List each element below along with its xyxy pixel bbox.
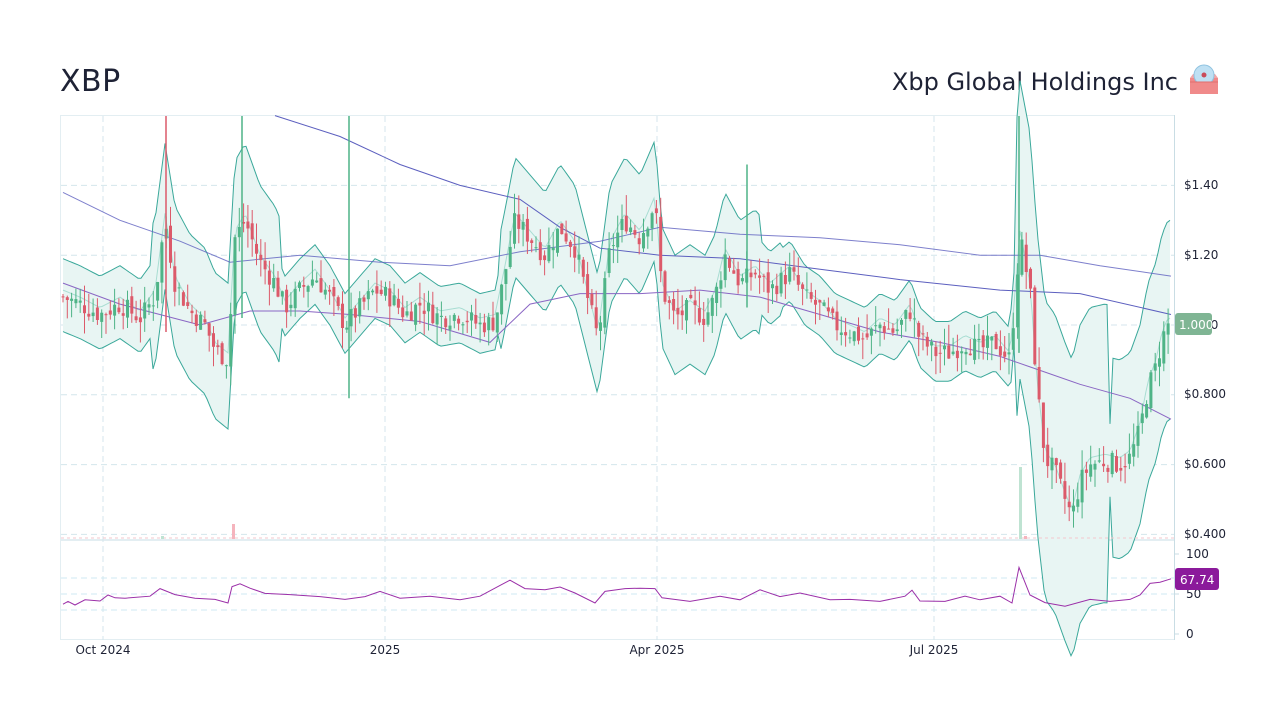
x-tick: Oct 2024: [75, 643, 130, 657]
rsi-tick: 100: [1186, 547, 1209, 561]
price-tick: $0.800: [1184, 387, 1226, 401]
rsi-tick: 50: [1186, 587, 1201, 601]
svg-text:67.74: 67.74: [1180, 573, 1214, 587]
svg-text:1.000: 1.000: [1179, 318, 1213, 332]
x-tick: Apr 2025: [629, 643, 684, 657]
volume-bars: [61, 467, 1174, 539]
ticker-symbol: XBP: [60, 64, 121, 99]
cd-in-box-icon: [1187, 64, 1221, 98]
candlesticks: [61, 116, 1170, 528]
moving-averages: [62, 115, 1172, 420]
price-tick: $0.400: [1184, 527, 1226, 541]
price-tick: $0.600: [1184, 457, 1226, 471]
rsi-line: [62, 565, 1172, 607]
bollinger-bands: [62, 80, 1171, 658]
x-tick: Jul 2025: [909, 643, 959, 657]
company-name: Xbp Global Holdings Inc: [891, 68, 1178, 96]
rsi-tick: 0: [1186, 627, 1194, 641]
price-tick: $1.40: [1184, 178, 1218, 192]
price-tick: $1.20: [1184, 248, 1218, 262]
x-tick: 2025: [370, 643, 401, 657]
current-price-badge: 1.000: [1175, 313, 1213, 335]
rsi-value-badge: 67.74: [1175, 568, 1219, 590]
